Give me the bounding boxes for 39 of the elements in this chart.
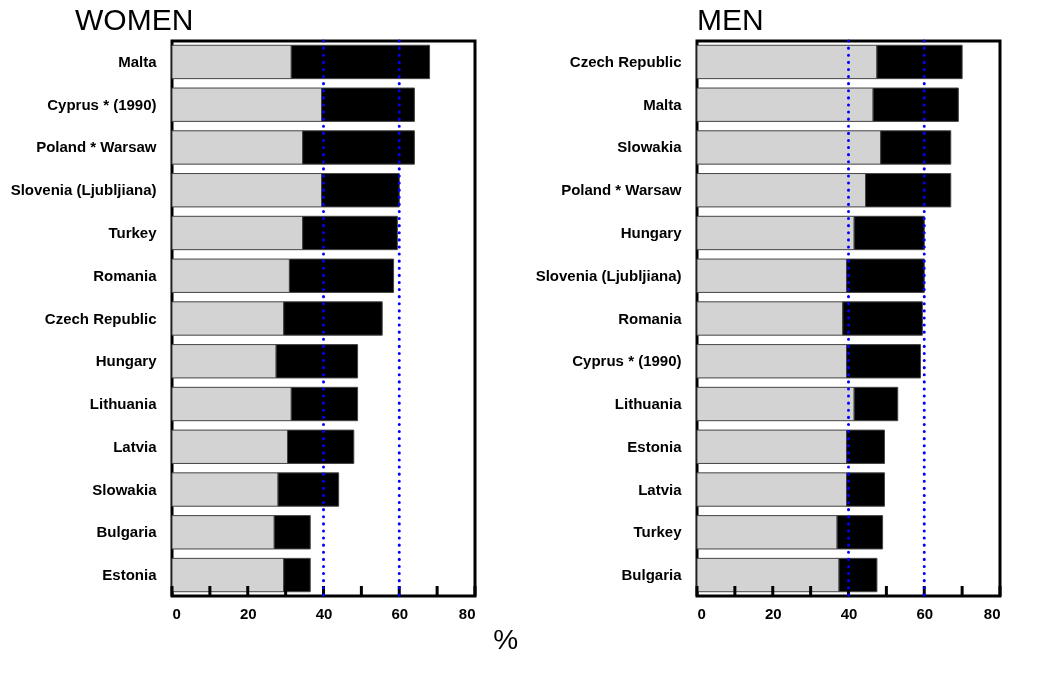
y-tick-label: Romania	[618, 309, 683, 327]
y-tick-label: Czech Republic	[44, 309, 157, 327]
chart-title: WOMEN	[75, 2, 194, 36]
x-tick-label: 60	[391, 604, 409, 622]
x-tick-label: 80	[458, 604, 476, 622]
y-tick-label: Lithuania	[89, 395, 158, 413]
x-axis-title: %	[493, 623, 519, 655]
y-tick-label: Latvia	[113, 437, 158, 455]
y-tick-label: Latvia	[638, 480, 683, 498]
x-tick-label: 60	[916, 604, 934, 622]
y-tick-label: Cyprus * (1990)	[572, 352, 682, 370]
y-tick-label: Lithuania	[614, 395, 683, 413]
chart-title: MEN	[697, 2, 764, 36]
y-tick-label: Estonia	[102, 566, 158, 584]
y-tick-label: Slovenia (Ljubljiana)	[535, 266, 682, 284]
y-tick-label: Poland * Warsaw	[36, 138, 157, 156]
y-tick-label: Slowakia	[92, 480, 158, 498]
y-tick-label: Czech Republic	[569, 52, 682, 70]
y-tick-label: Bulgaria	[621, 566, 683, 584]
x-tick-label: 0	[172, 604, 181, 622]
x-tick-label: 80	[983, 604, 1001, 622]
y-tick-label: Malta	[118, 52, 158, 70]
x-tick-label: 20	[764, 604, 782, 622]
y-tick-label: Slovenia (Ljubljiana)	[10, 181, 157, 199]
y-tick-label: Cyprus * (1990)	[47, 95, 157, 113]
y-tick-label: Turkey	[633, 523, 683, 541]
x-tick-label: 40	[840, 604, 858, 622]
x-tick-label: 20	[239, 604, 257, 622]
y-tick-label: Hungary	[620, 223, 683, 241]
y-tick-label: Bulgaria	[96, 523, 158, 541]
y-tick-label: Malta	[643, 95, 683, 113]
y-tick-label: Slowakia	[617, 138, 683, 156]
y-tick-label: Estonia	[627, 437, 683, 455]
y-tick-label: Poland * Warsaw	[561, 181, 682, 199]
y-tick-label: Hungary	[95, 352, 158, 370]
x-tick-label: 40	[315, 604, 333, 622]
y-tick-label: Romania	[93, 266, 158, 284]
y-tick-label: Turkey	[108, 223, 158, 241]
x-tick-label: 0	[697, 604, 706, 622]
